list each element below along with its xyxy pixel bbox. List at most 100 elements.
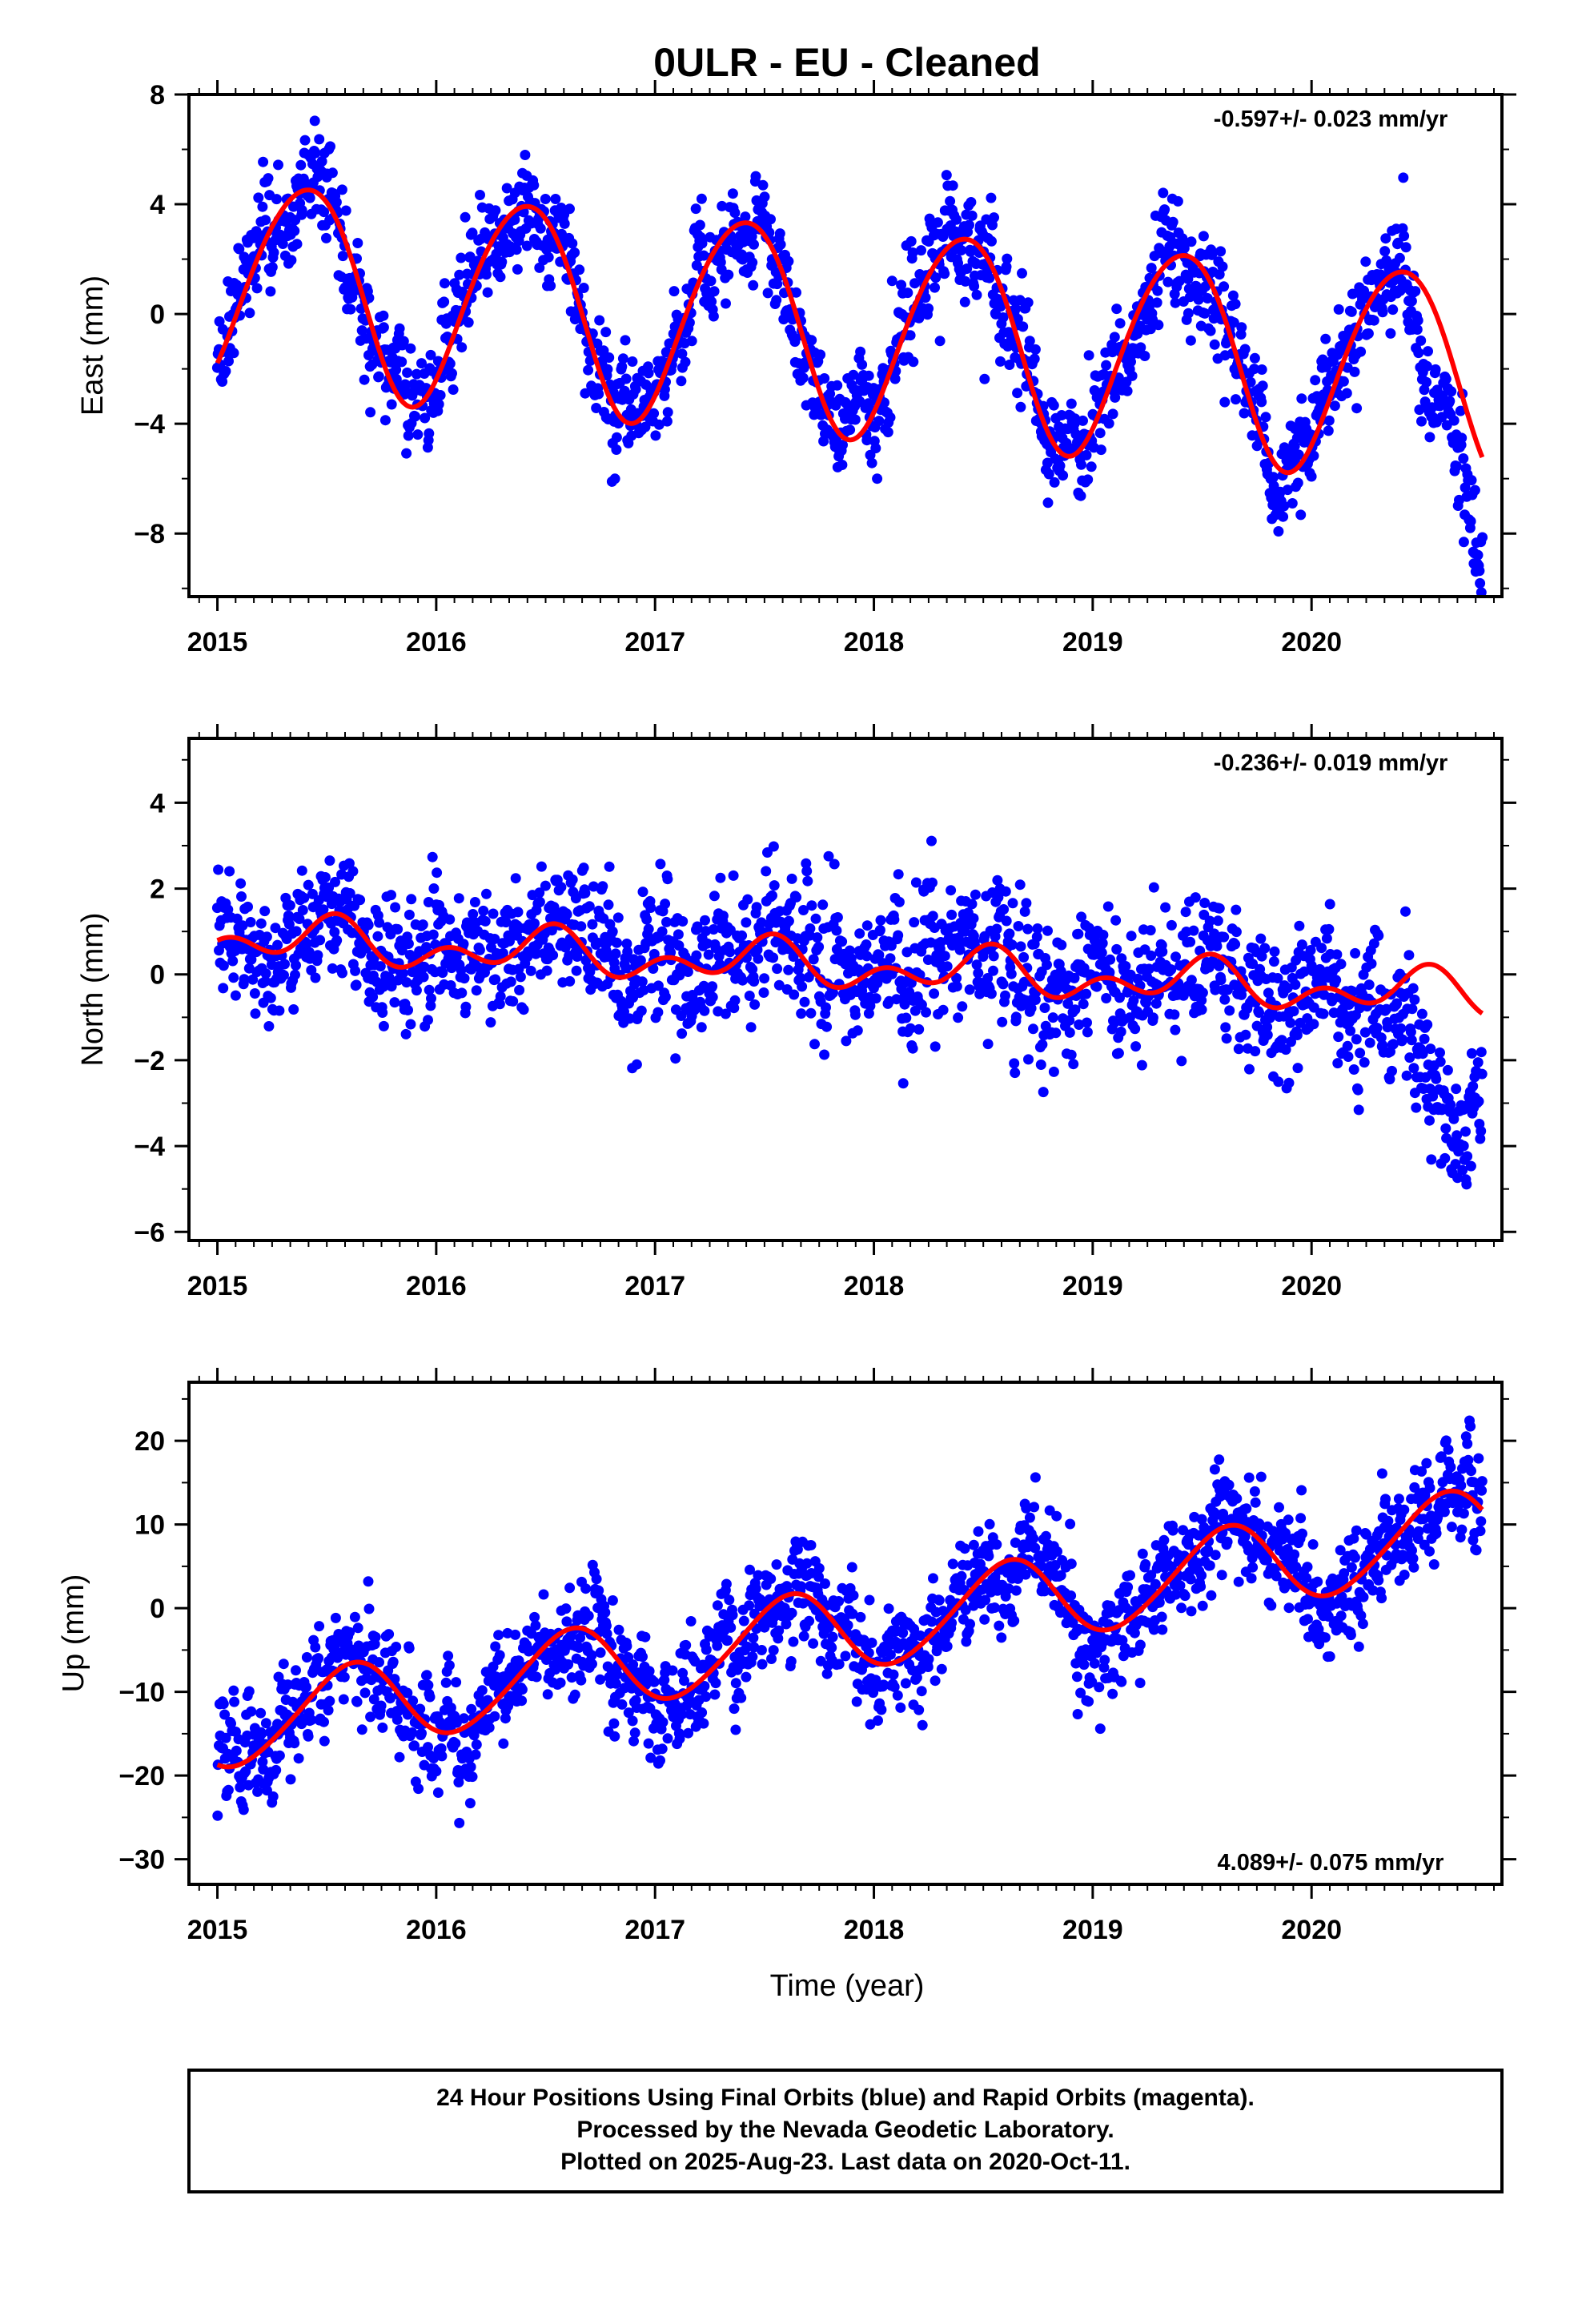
data-point bbox=[768, 1645, 779, 1656]
data-point bbox=[886, 275, 897, 287]
data-point bbox=[806, 900, 817, 911]
data-point bbox=[1442, 1064, 1453, 1076]
data-point bbox=[569, 1689, 580, 1700]
data-point bbox=[1096, 947, 1107, 959]
data-point bbox=[741, 1671, 752, 1683]
data-point bbox=[1425, 1043, 1436, 1055]
data-point bbox=[1228, 317, 1239, 328]
data-point bbox=[1050, 1027, 1062, 1039]
data-point bbox=[495, 991, 506, 1002]
data-point bbox=[468, 909, 479, 919]
data-point bbox=[425, 1000, 436, 1011]
data-point bbox=[435, 390, 446, 400]
data-point bbox=[791, 891, 802, 903]
data-point bbox=[1351, 1034, 1362, 1045]
data-point bbox=[1145, 324, 1156, 335]
data-point bbox=[1474, 565, 1485, 577]
data-point bbox=[851, 1696, 862, 1707]
data-point bbox=[1285, 1017, 1296, 1028]
data-point bbox=[951, 214, 962, 225]
data-point bbox=[391, 1714, 403, 1725]
data-point bbox=[748, 1632, 759, 1643]
data-point bbox=[708, 311, 719, 322]
y-tick-label: −2 bbox=[134, 1046, 165, 1076]
data-point bbox=[1158, 1534, 1170, 1546]
data-point bbox=[885, 953, 896, 964]
data-point bbox=[423, 1742, 433, 1753]
data-point bbox=[902, 287, 913, 299]
data-point bbox=[501, 183, 512, 194]
data-point bbox=[847, 1608, 858, 1619]
data-point bbox=[768, 841, 779, 852]
data-point bbox=[418, 971, 429, 983]
data-point bbox=[870, 993, 881, 1004]
data-point bbox=[324, 855, 335, 866]
data-point bbox=[728, 870, 739, 881]
data-point bbox=[885, 412, 896, 423]
data-point bbox=[377, 1007, 388, 1018]
data-point bbox=[1460, 1126, 1471, 1137]
data-point bbox=[297, 905, 308, 915]
data-point bbox=[1078, 999, 1089, 1010]
data-point bbox=[1056, 939, 1067, 951]
data-point bbox=[597, 881, 608, 892]
data-point bbox=[363, 1603, 375, 1614]
data-point bbox=[1373, 930, 1384, 941]
data-point bbox=[653, 419, 665, 430]
data-point bbox=[252, 1786, 263, 1797]
data-point bbox=[1196, 1004, 1207, 1015]
data-point bbox=[591, 403, 602, 413]
data-point bbox=[405, 343, 416, 354]
data-point bbox=[1233, 1043, 1244, 1055]
data-point bbox=[1466, 1047, 1477, 1059]
data-point bbox=[796, 1581, 807, 1592]
data-point bbox=[1125, 1570, 1135, 1581]
data-point bbox=[966, 197, 977, 207]
data-point bbox=[1122, 385, 1133, 396]
data-point bbox=[1244, 1063, 1255, 1075]
data-point bbox=[464, 1798, 476, 1809]
data-point bbox=[1268, 472, 1279, 483]
data-point bbox=[744, 991, 755, 1001]
data-point bbox=[753, 953, 764, 964]
data-point bbox=[983, 1550, 994, 1562]
data-point bbox=[363, 919, 374, 931]
data-point bbox=[1137, 1548, 1148, 1559]
data-point bbox=[730, 1724, 741, 1735]
data-point bbox=[500, 1713, 511, 1724]
data-point bbox=[1066, 1558, 1077, 1570]
data-point bbox=[667, 1665, 678, 1676]
data-point bbox=[706, 296, 717, 308]
data-point bbox=[416, 358, 427, 369]
data-point bbox=[404, 909, 415, 920]
data-point bbox=[296, 865, 307, 876]
data-point bbox=[223, 1784, 234, 1795]
data-point bbox=[284, 900, 295, 911]
data-point bbox=[831, 925, 842, 936]
data-point bbox=[610, 1678, 621, 1689]
data-point bbox=[936, 1663, 947, 1675]
data-point bbox=[453, 893, 464, 904]
data-point bbox=[777, 1610, 788, 1622]
data-point bbox=[1272, 973, 1283, 983]
data-point bbox=[324, 1695, 335, 1707]
data-point bbox=[319, 207, 330, 218]
data-point bbox=[230, 990, 241, 1001]
data-point bbox=[1406, 1035, 1417, 1046]
data-point bbox=[312, 950, 323, 961]
data-point bbox=[219, 1709, 231, 1720]
data-point bbox=[1075, 1687, 1086, 1699]
data-point bbox=[968, 1539, 979, 1550]
data-point bbox=[291, 239, 303, 250]
data-point bbox=[426, 993, 436, 1004]
data-point bbox=[1448, 415, 1460, 426]
data-point bbox=[325, 141, 335, 152]
data-point bbox=[1219, 931, 1230, 943]
data-point bbox=[1081, 449, 1092, 460]
data-point bbox=[960, 275, 971, 287]
data-point bbox=[1262, 1022, 1273, 1032]
data-point bbox=[866, 1637, 877, 1648]
data-point bbox=[1394, 252, 1405, 263]
data-point bbox=[959, 296, 970, 308]
data-point bbox=[220, 1732, 231, 1743]
